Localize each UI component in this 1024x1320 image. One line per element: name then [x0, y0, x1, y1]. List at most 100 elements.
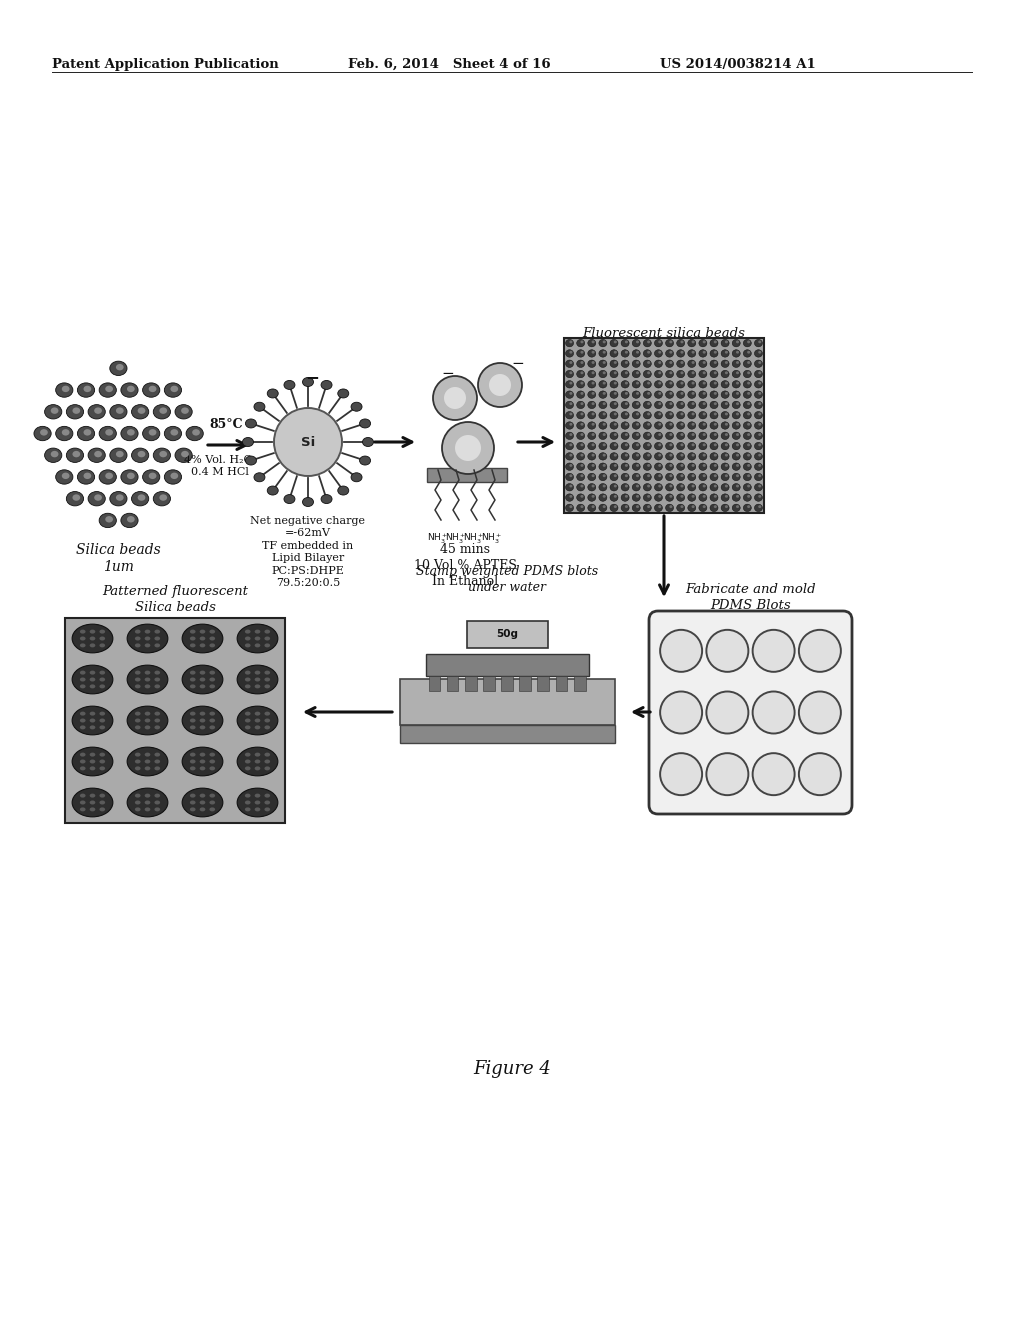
Ellipse shape [603, 381, 606, 384]
Bar [467, 622, 548, 648]
Ellipse shape [603, 362, 606, 364]
Ellipse shape [72, 788, 113, 817]
Ellipse shape [135, 677, 140, 681]
Ellipse shape [581, 403, 584, 405]
Ellipse shape [666, 350, 674, 358]
Ellipse shape [160, 451, 167, 457]
Ellipse shape [142, 470, 160, 484]
Ellipse shape [569, 403, 572, 405]
Ellipse shape [758, 444, 761, 446]
Ellipse shape [622, 412, 629, 418]
Ellipse shape [135, 759, 140, 763]
Ellipse shape [581, 362, 584, 364]
Ellipse shape [732, 380, 740, 388]
Ellipse shape [200, 677, 206, 681]
Ellipse shape [127, 473, 135, 479]
Ellipse shape [565, 350, 573, 358]
Ellipse shape [748, 454, 751, 457]
Ellipse shape [61, 385, 70, 392]
Ellipse shape [210, 630, 215, 634]
Ellipse shape [736, 484, 739, 487]
Ellipse shape [748, 422, 751, 426]
Ellipse shape [625, 474, 628, 477]
Ellipse shape [144, 718, 151, 722]
Ellipse shape [34, 426, 51, 441]
Ellipse shape [599, 360, 607, 367]
Ellipse shape [577, 483, 585, 491]
Ellipse shape [588, 494, 596, 502]
Ellipse shape [721, 391, 729, 399]
Ellipse shape [90, 643, 95, 647]
Ellipse shape [622, 371, 629, 378]
Ellipse shape [636, 422, 639, 426]
Ellipse shape [632, 494, 640, 502]
Ellipse shape [264, 711, 270, 715]
Ellipse shape [736, 465, 739, 467]
Ellipse shape [743, 463, 752, 470]
Ellipse shape [743, 422, 752, 429]
Ellipse shape [80, 677, 86, 681]
Ellipse shape [210, 767, 215, 771]
Ellipse shape [569, 495, 572, 498]
Ellipse shape [670, 474, 673, 477]
Ellipse shape [135, 808, 140, 812]
Ellipse shape [603, 413, 606, 416]
Ellipse shape [748, 465, 751, 467]
Ellipse shape [599, 339, 607, 347]
Ellipse shape [625, 371, 628, 375]
Bar [519, 676, 531, 690]
Ellipse shape [732, 360, 740, 367]
Ellipse shape [189, 808, 196, 812]
Ellipse shape [565, 401, 573, 409]
Ellipse shape [599, 483, 607, 491]
Ellipse shape [622, 453, 629, 461]
Ellipse shape [680, 403, 684, 405]
Ellipse shape [632, 371, 640, 378]
Ellipse shape [51, 451, 58, 457]
Ellipse shape [135, 726, 140, 730]
Ellipse shape [654, 412, 663, 418]
Ellipse shape [245, 726, 251, 730]
Ellipse shape [154, 491, 170, 506]
Ellipse shape [743, 401, 752, 409]
Ellipse shape [569, 341, 572, 343]
Ellipse shape [599, 453, 607, 461]
Ellipse shape [90, 800, 95, 804]
Ellipse shape [714, 506, 717, 508]
Ellipse shape [643, 339, 651, 347]
Ellipse shape [636, 392, 639, 395]
Ellipse shape [127, 788, 168, 817]
Ellipse shape [72, 706, 113, 735]
Ellipse shape [647, 484, 650, 487]
Ellipse shape [245, 800, 251, 804]
Ellipse shape [710, 422, 718, 429]
Ellipse shape [116, 408, 124, 414]
Ellipse shape [245, 767, 251, 771]
Ellipse shape [721, 483, 729, 491]
Ellipse shape [588, 483, 596, 491]
Ellipse shape [702, 506, 706, 508]
Ellipse shape [643, 380, 651, 388]
Ellipse shape [670, 341, 673, 343]
Ellipse shape [577, 360, 585, 367]
Ellipse shape [736, 444, 739, 446]
Ellipse shape [702, 413, 706, 416]
Ellipse shape [170, 385, 178, 392]
Circle shape [444, 387, 466, 409]
Ellipse shape [677, 380, 685, 388]
Ellipse shape [732, 494, 740, 502]
Ellipse shape [238, 747, 278, 776]
Ellipse shape [743, 412, 752, 418]
Ellipse shape [155, 800, 160, 804]
Ellipse shape [80, 636, 86, 640]
Ellipse shape [732, 432, 740, 440]
Ellipse shape [569, 422, 572, 426]
Ellipse shape [680, 371, 684, 375]
Ellipse shape [264, 718, 270, 722]
Ellipse shape [581, 371, 584, 375]
Ellipse shape [80, 643, 86, 647]
Ellipse shape [670, 495, 673, 498]
Ellipse shape [699, 432, 707, 440]
Ellipse shape [691, 392, 694, 395]
Ellipse shape [714, 484, 717, 487]
